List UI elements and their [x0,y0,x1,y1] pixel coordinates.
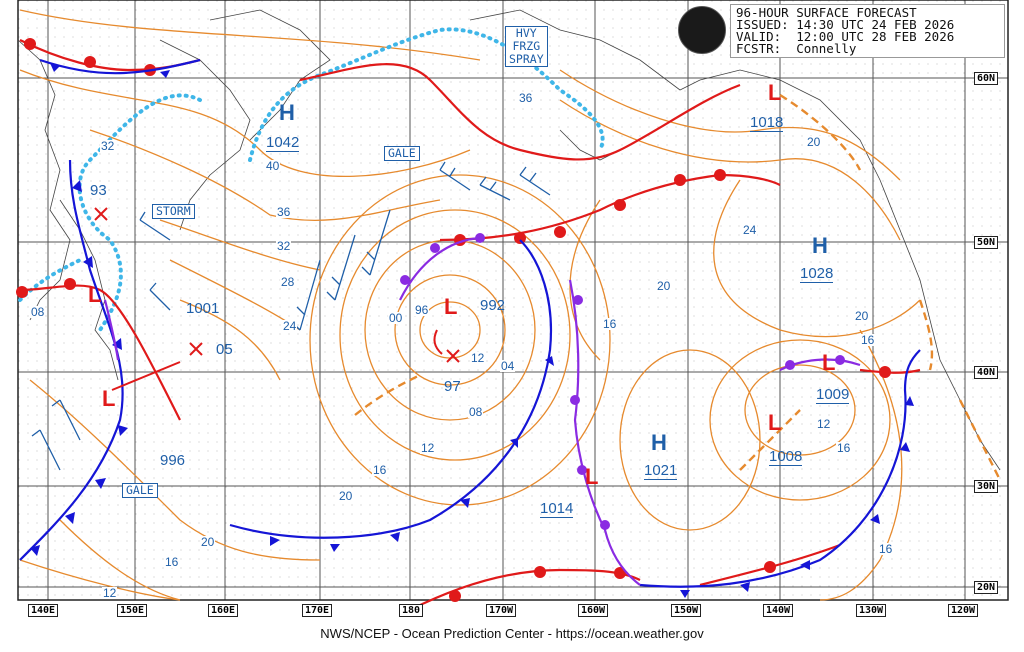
isobar-label: 32 [100,139,116,153]
isobar-label: 96 [414,303,430,317]
label-storm: STORM [152,204,195,219]
isobar-label: 12 [470,351,486,365]
lat-label: 30N [974,480,999,493]
forecast-pressure-value: 05 [216,341,233,358]
forecaster: FCSTR: Connelly [736,41,857,56]
lon-label: 170E [302,604,333,617]
lon-label: 160E [208,604,239,617]
low-symbol: L [444,294,458,319]
isobar-label: 28 [280,275,296,289]
high-symbol: H [812,233,828,258]
dotted-background [18,0,1008,600]
isobar-label: 20 [656,279,672,293]
low-symbol: L [88,282,102,307]
isobar-label: 16 [860,333,876,347]
forecast-info-box: 96-HOUR SURFACE FORECAST ISSUED: 14:30 UT… [730,4,1005,58]
isobar-label: 04 [500,359,516,373]
cold-front-triangles [30,63,914,598]
surface-forecast-map [16,0,1009,611]
lon-label: 140W [763,604,794,617]
occluded-symbols [400,233,845,530]
isobar-label: 24 [282,319,298,333]
low-pressure-value: 1014 [540,500,574,518]
lon-label: 130W [856,604,887,617]
low-pressure-value: 992 [480,297,506,314]
low-symbol: L [102,386,116,411]
isobar-label: 16 [164,555,180,569]
lat-label: 40N [974,366,999,379]
high-pressure-value: 1021 [644,462,678,480]
lon-label: 120W [948,604,979,617]
low-pressure-value: 1001 [186,300,220,317]
graticule [18,0,1008,600]
storm-tracks [94,207,460,391]
low-symbol: L [768,80,782,105]
issued-time: ISSUED: 14:30 UTC 24 FEB 2026 [736,17,955,32]
lat-label: 60N [974,72,999,85]
low-pressure-value: 1008 [769,448,803,466]
high-pressure-value: 1042 [266,134,300,152]
low-symbol: L [585,464,599,489]
isobar-label: 08 [30,305,46,319]
label-heavy-freezing-spray: HVY FRZG SPRAY [505,26,548,67]
lat-label: 50N [974,236,999,249]
low-symbol: L [822,350,836,375]
isobar-label: 36 [276,205,292,219]
isobar-label: 36 [518,91,534,105]
wind-barbs [31,161,551,471]
troughs [354,93,1002,481]
lon-label: 160W [578,604,609,617]
low-symbol: L [768,410,782,435]
lon-label: 170W [486,604,517,617]
isobar-label: 12 [420,441,436,455]
cold-fronts [19,58,921,588]
high-pressure-value: 1028 [800,265,834,283]
isobar-label: 08 [468,405,484,419]
low-pressure-value: 996 [160,452,186,469]
isobar-label: 16 [836,441,852,455]
isobar-label: 16 [602,317,618,331]
footer-credit: NWS/NCEP - Ocean Prediction Center - htt… [320,626,704,641]
isobar-label: 20 [338,489,354,503]
noaa-logo [678,6,726,54]
product-title: 96-HOUR SURFACE FORECAST [736,5,917,20]
low-pressure-value: 1009 [816,386,850,404]
forecast-pressure-value: 93 [90,182,107,199]
isobar-label: 16 [878,542,894,556]
high-symbol: H [651,430,667,455]
lat-label: 20N [974,581,999,594]
lon-label: 180 [399,604,424,617]
isobars [19,9,921,601]
valid-time: VALID: 12:00 UTC 28 FEB 2026 [736,29,955,44]
isobar-label: 12 [816,417,832,431]
forecast-pressure-value: 97 [444,378,461,395]
isobar-label: 20 [854,309,870,323]
isobar-label: 12 [102,586,118,600]
label-gale-north: GALE [384,146,420,161]
lon-label: 150E [117,604,148,617]
isobar-label: 20 [200,535,216,549]
isobar-label: 00 [388,311,404,325]
isobar-label: 20 [806,135,822,149]
warm-front-bumps [16,38,891,602]
low-pressure-value: 1018 [750,114,784,132]
high-symbol: H [279,100,295,125]
lon-label: 140E [28,604,59,617]
isobar-label: 16 [372,463,388,477]
lon-label: 150W [671,604,702,617]
isobar-label: 32 [276,239,292,253]
label-gale-west: GALE [122,483,158,498]
isobar-label: 24 [742,223,758,237]
isobar-label: 40 [265,159,281,173]
